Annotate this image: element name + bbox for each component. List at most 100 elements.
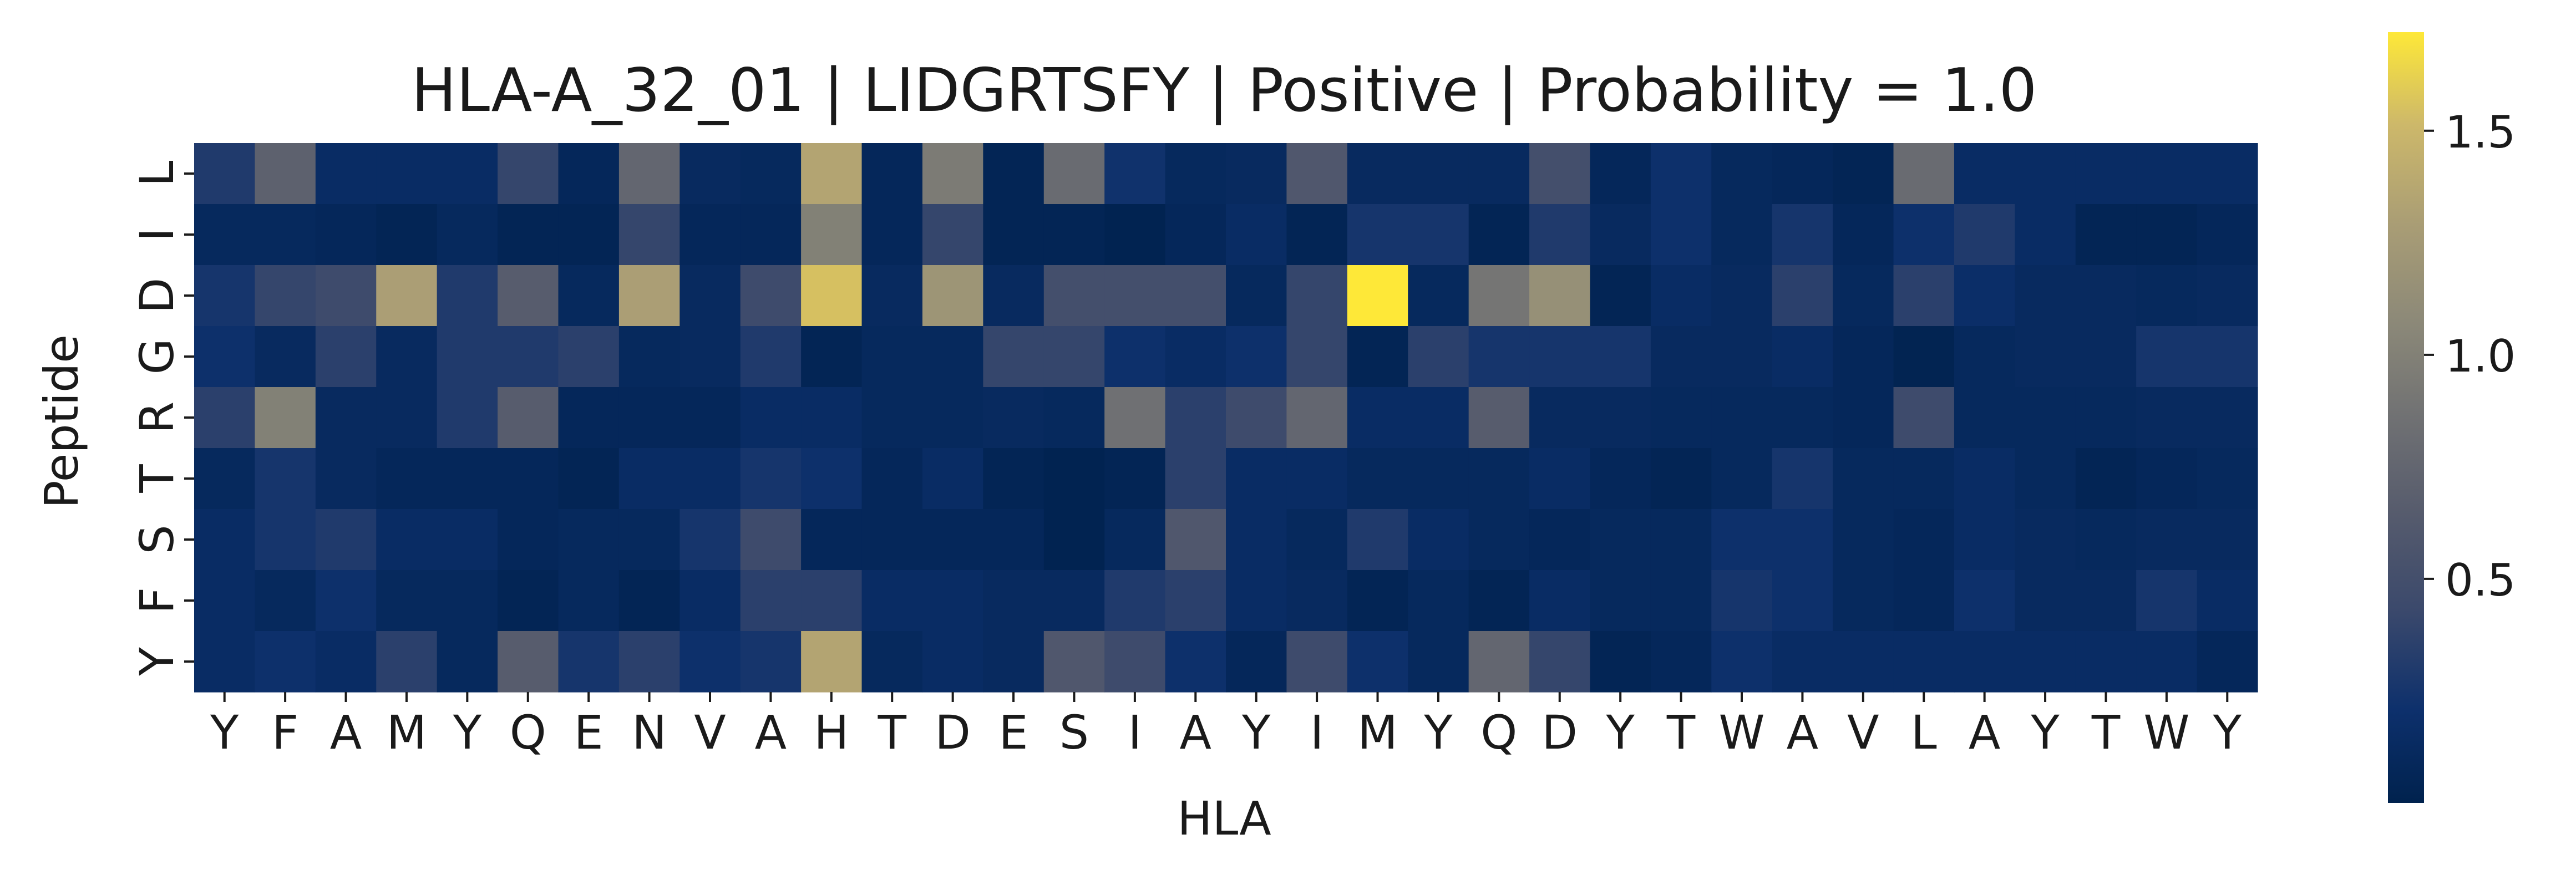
heatmap-cell [2075,326,2137,388]
heatmap-cell [1408,204,1469,266]
heatmap-cell [1104,509,1166,571]
heatmap-cell [1286,631,1348,693]
heatmap-cell [1347,143,1408,205]
x-tick-label: Y [2030,705,2060,760]
heatmap-cell [1833,570,1894,632]
heatmap-cell [618,570,680,632]
heatmap-cell [1408,631,1469,693]
heatmap-cell [861,448,923,510]
heatmap-cell [861,204,923,266]
heatmap-cell [376,570,438,632]
heatmap-cell [1650,204,1712,266]
heatmap-cell [1165,265,1226,327]
heatmap-cell [1954,204,2015,266]
heatmap-cell [1043,570,1105,632]
heatmap-cells [194,143,2258,693]
heatmap-cell [1893,387,1955,449]
heatmap-cell [498,387,559,449]
heatmap-cell [740,265,802,327]
heatmap-cell [255,387,316,449]
heatmap-cell [861,265,923,327]
heatmap-cell [1590,570,1651,632]
heatmap-cell [2015,570,2076,632]
heatmap-cell [376,204,438,266]
heatmap-cell [1954,143,2015,205]
heatmap-cell [498,265,559,327]
heatmap-cell [922,204,983,266]
heatmap-cell [1650,143,1712,205]
heatmap-cell [1529,204,1591,266]
heatmap-cell [1833,387,1894,449]
heatmap-cell [922,509,983,571]
x-tick-label: W [1718,705,1764,760]
heatmap-cell [983,204,1044,266]
heatmap-cell [194,448,256,510]
heatmap-cell [437,265,498,327]
heatmap-cell [983,448,1044,510]
heatmap-cell [1468,326,1530,388]
heatmap-cell [2136,631,2198,693]
heatmap-cell [194,387,256,449]
x-tick-label: I [1128,705,1142,760]
y-axis-label: Peptide [34,334,89,508]
heatmap-cell [1833,509,1894,571]
heatmap-cell [1104,265,1166,327]
heatmap-cell [2075,265,2137,327]
heatmap-cell [1772,509,1833,571]
heatmap-cell [740,631,802,693]
heatmap-cell [255,509,316,571]
heatmap-cell [437,387,498,449]
x-tick-label: S [1059,705,1089,760]
heatmap-cell [498,326,559,388]
colorbar-tick-label: 0.5 [2445,555,2516,606]
heatmap-cell [1893,570,1955,632]
heatmap-cell [1954,631,2015,693]
heatmap-cell [1954,387,2015,449]
heatmap-cell [680,509,741,571]
heatmap-cell [2075,387,2137,449]
heatmap-cell [1043,509,1105,571]
heatmap-cell [1772,143,1833,205]
y-tick-label: I [130,228,184,242]
heatmap-cell [680,570,741,632]
heatmap-cell [1043,265,1105,327]
heatmap-cell [1468,448,1530,510]
heatmap-cell [1650,387,1712,449]
heatmap-cell [1104,204,1166,266]
heatmap-cell [1226,143,1287,205]
heatmap-cell [315,326,377,388]
heatmap-cell [1833,448,1894,510]
x-tick-label: Q [510,705,546,760]
heatmap-cell [437,631,498,693]
heatmap-cell [255,265,316,327]
heatmap-cell [2015,509,2076,571]
heatmap-cell [801,631,863,693]
heatmap-cell [558,448,620,510]
heatmap-cell [2015,448,2076,510]
heatmap-cell [1347,326,1408,388]
heatmap-cell [1165,326,1226,388]
heatmap-cell [1408,570,1469,632]
heatmap-cell [498,448,559,510]
heatmap-cell [680,204,741,266]
heatmap-cell [1165,387,1226,449]
heatmap-cell [1529,509,1591,571]
heatmap-cell [376,265,438,327]
heatmap-cell [2136,265,2198,327]
heatmap-cell [558,204,620,266]
heatmap-cell [1650,631,1712,693]
heatmap-cell [618,631,680,693]
heatmap-cell [2015,204,2076,266]
heatmap-cell [1408,143,1469,205]
heatmap-cell [315,509,377,571]
heatmap-cell [376,448,438,510]
x-tick-label: Y [2213,705,2242,760]
heatmap-cell [2136,509,2198,571]
heatmap-cell [1408,387,1469,449]
x-tick-label: I [1310,705,1324,760]
heatmap-cell [1772,387,1833,449]
heatmap-cell [801,143,863,205]
heatmap-cell [1529,387,1591,449]
